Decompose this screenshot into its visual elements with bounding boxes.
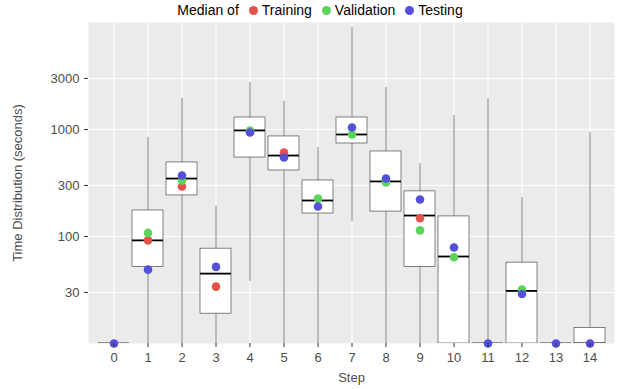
- svg-text:5: 5: [280, 350, 287, 365]
- svg-text:8: 8: [382, 350, 389, 365]
- svg-text:1000: 1000: [51, 122, 80, 137]
- svg-text:6: 6: [314, 350, 321, 365]
- svg-text:13: 13: [549, 350, 563, 365]
- svg-text:7: 7: [348, 350, 355, 365]
- svg-text:100: 100: [58, 229, 80, 244]
- svg-text:2: 2: [178, 350, 185, 365]
- svg-text:4: 4: [246, 350, 253, 365]
- svg-text:12: 12: [515, 350, 529, 365]
- html-text:Testing: Testing: [418, 2, 463, 18]
- svg-text:Time Distribution (seconds): Time Distribution (seconds): [10, 104, 25, 262]
- html-text:Training: Training: [261, 2, 312, 18]
- svg-text:1: 1: [144, 350, 151, 365]
- svg-text:30: 30: [65, 285, 79, 300]
- html-text:Median of: Median of: [177, 2, 239, 18]
- html-text:Validation: Validation: [334, 2, 396, 18]
- svg-text:14: 14: [583, 350, 597, 365]
- svg-text:0: 0: [110, 350, 117, 365]
- svg-text:10: 10: [447, 350, 461, 365]
- svg-text:11: 11: [481, 350, 495, 365]
- svg-text:3000: 3000: [51, 71, 80, 86]
- svg-text:3: 3: [212, 350, 219, 365]
- svg-text:300: 300: [58, 178, 80, 193]
- svg-text:Step: Step: [338, 370, 365, 385]
- svg-text:9: 9: [416, 350, 423, 365]
